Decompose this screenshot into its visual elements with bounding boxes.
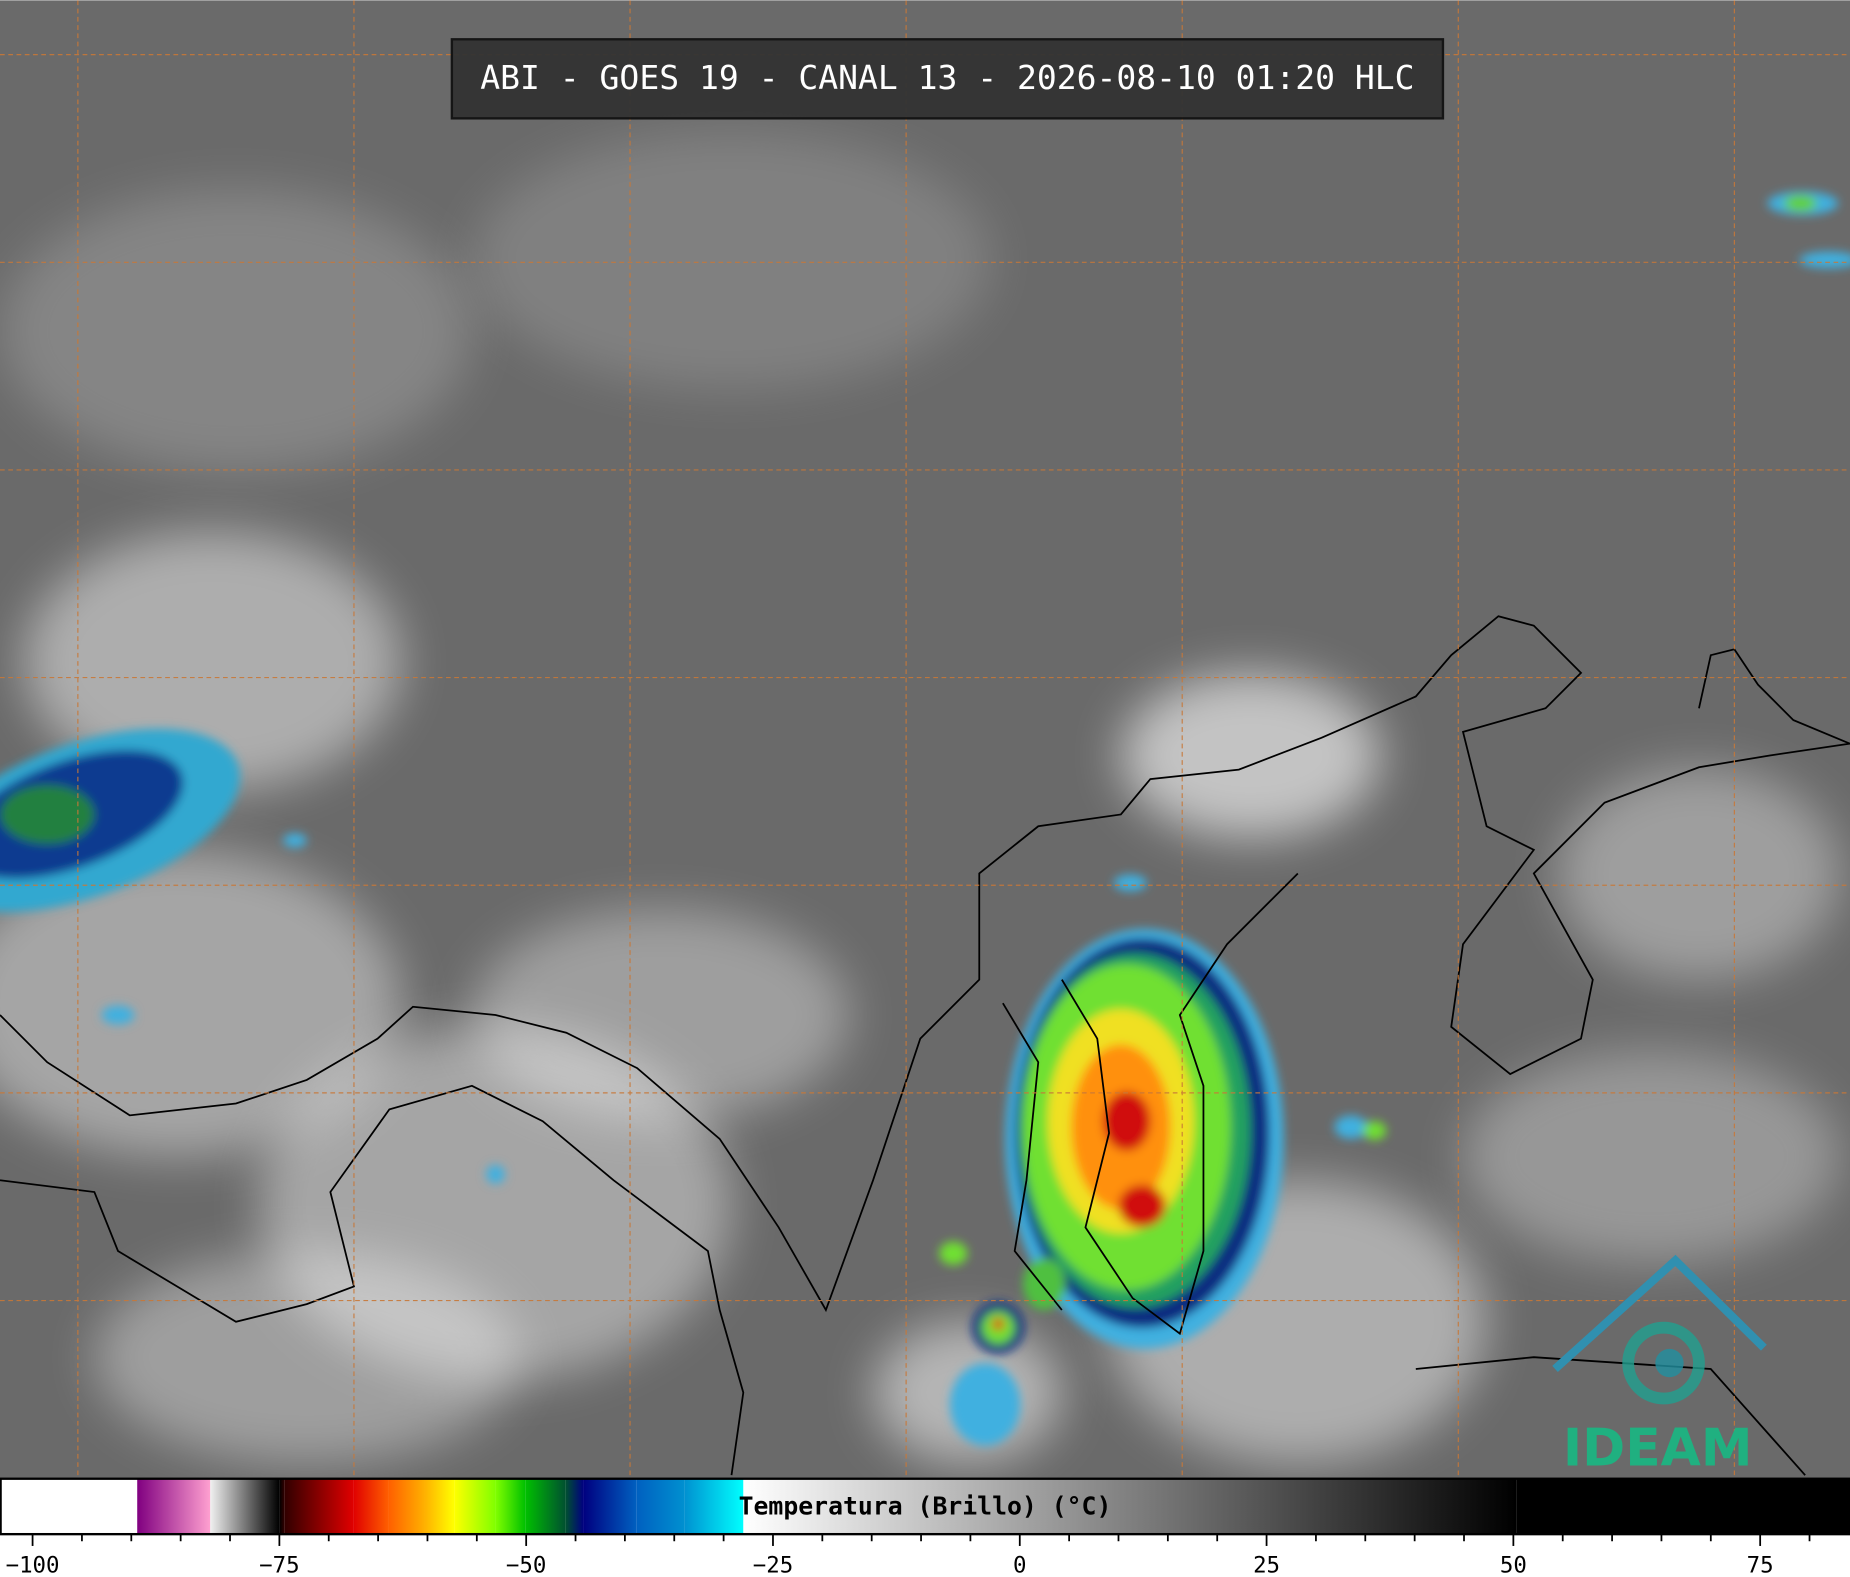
colorbar-segment: [583, 1478, 637, 1535]
colorbar-segment: [525, 1478, 566, 1535]
title: ABI - GOES 19 - CANAL 13 - 2026-08-10 01…: [480, 58, 1414, 97]
tick-label: 25: [1253, 1553, 1280, 1577]
colorbar-segment: [353, 1478, 389, 1535]
colorbar: Temperatura (Brillo) (°C) −100 −75 −50 −25 0 2…: [0, 1477, 1850, 1577]
tick-label: −50: [506, 1553, 546, 1577]
logo-text: IDEAM: [1563, 1419, 1753, 1479]
colorbar-segment: [137, 1478, 211, 1535]
colorbar-segment: [279, 1478, 285, 1535]
colorbar-segment: [424, 1478, 455, 1535]
map: IDEAM ABI - GOES 19 - CANAL 13 - 2026-08…: [0, 0, 1850, 1479]
tick-label: 50: [1500, 1553, 1527, 1577]
colorbar-segment: [210, 1478, 280, 1535]
graticule: [0, 0, 1850, 1478]
clouds: [0, 130, 1841, 1464]
colorbar-segment: [636, 1478, 685, 1535]
title-box: ABI - GOES 19 - CANAL 13 - 2026-08-10 01…: [450, 38, 1445, 120]
tick-label: −25: [753, 1553, 793, 1577]
colorbar-frame: [0, 1477, 1850, 1536]
colorbar-segment: [565, 1478, 584, 1535]
tick-label: 0: [1013, 1553, 1026, 1577]
colorbar-segment: [0, 1478, 138, 1535]
colorbar-segment: [284, 1478, 354, 1535]
colorbar-segment: [495, 1478, 526, 1535]
colorbar-segment: [454, 1478, 496, 1535]
colorbar-segment: [684, 1478, 744, 1535]
logo: IDEAM: [1552, 1254, 1767, 1479]
colorbar-segment: [743, 1478, 1517, 1535]
colorbar-label: Temperatura (Brillo) (°C): [739, 1492, 1112, 1521]
tick-label: −100: [6, 1553, 60, 1577]
tick-label: 75: [1747, 1553, 1774, 1577]
tick-label: −75: [259, 1553, 299, 1577]
colorbar-segment: [388, 1478, 425, 1535]
colorbar-segment: [1516, 1478, 1850, 1535]
storm-cells: [0, 191, 1850, 1446]
